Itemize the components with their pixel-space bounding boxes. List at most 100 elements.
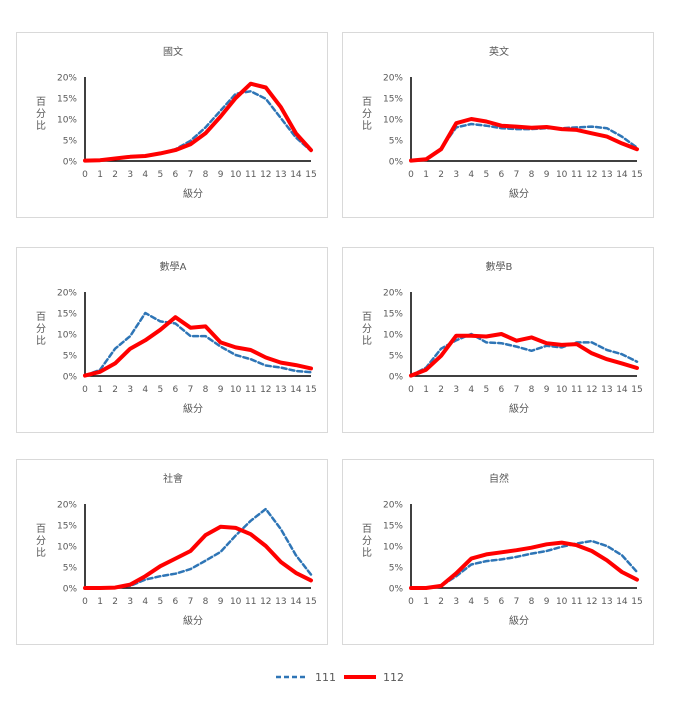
chart-svg: 英文0%5%10%15%20%0 1 2 3 4 5 6 7 8 9 10 11 12 13 14 15級分百… bbox=[362, 45, 643, 200]
x-tick-label: 7 bbox=[514, 597, 520, 607]
x-tick-label: 13 bbox=[601, 170, 612, 180]
x-tick-label: 8 bbox=[203, 170, 209, 180]
series-line-111 bbox=[83, 311, 313, 377]
x-tick-label: 14 bbox=[616, 597, 628, 607]
chart-title: 數學A bbox=[160, 260, 187, 273]
chart-title: 英文 bbox=[489, 45, 509, 58]
x-tick-label: 15 bbox=[631, 385, 642, 395]
x-tick-label: 8 bbox=[203, 597, 209, 607]
x-tick-label: 10 bbox=[556, 170, 568, 180]
x-tick-label: 11 bbox=[245, 385, 256, 395]
x-tick-label: 0 bbox=[82, 597, 88, 607]
x-tick-label: 7 bbox=[188, 597, 194, 607]
series-line-112 bbox=[409, 117, 639, 163]
x-tick-label: 1 bbox=[97, 597, 103, 607]
y-tick-label: 5% bbox=[63, 137, 78, 147]
x-tick-label: 10 bbox=[230, 170, 242, 180]
x-tick-label: 8 bbox=[529, 597, 535, 607]
x-axis-label: 級分 bbox=[183, 187, 203, 200]
x-tick-label: 11 bbox=[571, 170, 582, 180]
y-tick-label: 20% bbox=[383, 74, 403, 84]
x-tick-label: 6 bbox=[499, 597, 505, 607]
x-tick-label: 0 bbox=[82, 385, 88, 395]
x-tick-label: 14 bbox=[616, 385, 628, 395]
y-axis-label: 百分比 bbox=[36, 311, 46, 347]
y-tick-label: 0% bbox=[63, 373, 78, 383]
x-tick-label: 12 bbox=[586, 170, 597, 180]
x-tick-label: 7 bbox=[188, 385, 194, 395]
x-tick-label: 2 bbox=[438, 385, 444, 395]
y-axis-label: 百分比 bbox=[362, 96, 372, 132]
x-tick-label: 1 bbox=[423, 385, 429, 395]
x-axis-label: 級分 bbox=[183, 614, 203, 627]
x-tick-label: 6 bbox=[173, 385, 179, 395]
x-tick-label: 9 bbox=[544, 170, 550, 180]
y-tick-label: 20% bbox=[57, 74, 77, 84]
x-tick-label: 3 bbox=[453, 597, 459, 607]
x-tick-label: 5 bbox=[157, 597, 163, 607]
x-tick-label: 3 bbox=[453, 170, 459, 180]
x-tick-label: 14 bbox=[290, 597, 302, 607]
x-tick-label: 2 bbox=[438, 597, 444, 607]
y-tick-label: 10% bbox=[57, 543, 77, 553]
x-tick-label: 10 bbox=[230, 385, 242, 395]
x-tick-label: 10 bbox=[230, 597, 242, 607]
x-tick-label: 11 bbox=[571, 385, 582, 395]
y-tick-label: 5% bbox=[389, 137, 404, 147]
legend: 111 112 bbox=[0, 668, 682, 686]
x-tick-label: 8 bbox=[529, 170, 535, 180]
x-tick-label: 15 bbox=[631, 170, 642, 180]
y-tick-label: 10% bbox=[57, 331, 77, 341]
x-tick-label: 5 bbox=[157, 170, 163, 180]
panel-english: 英文 0% 5% 10% 15% 20% 0 1 2 3 4 5 6 7 8 9 10 11 12 13 14 15 級分百… bbox=[342, 32, 654, 218]
y-tick-label: 5% bbox=[389, 564, 404, 574]
x-tick-label: 1 bbox=[423, 597, 429, 607]
panel-social: 社會 0% 5% 10% 15% 20% 0 1 2 3 4 5 6 7 8 9 10 11 12 13 14 15 級分百… bbox=[16, 459, 328, 645]
x-tick-label: 8 bbox=[203, 385, 209, 395]
x-tick-label: 6 bbox=[173, 170, 179, 180]
x-tick-label: 14 bbox=[290, 170, 302, 180]
chart-title: 社會 bbox=[163, 472, 183, 485]
x-tick-label: 14 bbox=[616, 170, 628, 180]
x-tick-label: 12 bbox=[260, 385, 271, 395]
x-tick-label: 9 bbox=[218, 385, 224, 395]
x-tick-label: 13 bbox=[275, 170, 286, 180]
y-tick-label: 15% bbox=[383, 95, 403, 105]
x-tick-label: 0 bbox=[408, 385, 414, 395]
series-line-112 bbox=[409, 540, 639, 590]
x-tick-label: 2 bbox=[112, 170, 118, 180]
legend-label-111: 111 bbox=[315, 671, 336, 684]
x-tick-label: 12 bbox=[586, 385, 597, 395]
x-tick-label: 7 bbox=[514, 385, 520, 395]
y-axis-label: 百分比 bbox=[36, 523, 46, 559]
legend-item-111: 111 bbox=[276, 671, 336, 684]
y-tick-label: 15% bbox=[57, 95, 77, 105]
x-tick-label: 9 bbox=[544, 597, 550, 607]
x-tick-label: 5 bbox=[483, 597, 489, 607]
series-line-112 bbox=[83, 81, 313, 163]
panel-chinese: 國文 0% 5% 10% 15% 20% 0 1 2 3 4 5 6 7 8 9 10 11 12 13 14 15 級分百… bbox=[16, 32, 328, 218]
x-tick-label: 4 bbox=[142, 597, 148, 607]
y-tick-label: 15% bbox=[57, 522, 77, 532]
y-axis-label: 百分比 bbox=[362, 523, 372, 559]
x-axis-label: 級分 bbox=[183, 402, 203, 415]
x-tick-label: 4 bbox=[468, 385, 474, 395]
x-tick-label: 15 bbox=[305, 385, 316, 395]
x-tick-label: 12 bbox=[260, 597, 271, 607]
legend-item-112: 112 bbox=[344, 671, 404, 684]
y-tick-label: 0% bbox=[389, 585, 404, 595]
series-line-112 bbox=[83, 524, 313, 590]
x-tick-label: 2 bbox=[112, 385, 118, 395]
x-tick-label: 14 bbox=[290, 385, 302, 395]
x-tick-label: 11 bbox=[245, 597, 256, 607]
x-tick-label: 12 bbox=[260, 170, 271, 180]
chart-svg: 國文0%5%10%15%20%0 1 2 3 4 5 6 7 8 9 10 11 12 13 14 15級分百… bbox=[36, 45, 317, 200]
x-tick-label: 9 bbox=[218, 597, 224, 607]
y-tick-label: 0% bbox=[389, 373, 404, 383]
chart-title: 數學B bbox=[486, 260, 513, 273]
y-tick-label: 10% bbox=[383, 331, 403, 341]
series-line-112 bbox=[83, 315, 313, 378]
y-axis-label: 百分比 bbox=[362, 311, 372, 347]
x-tick-label: 7 bbox=[514, 170, 520, 180]
